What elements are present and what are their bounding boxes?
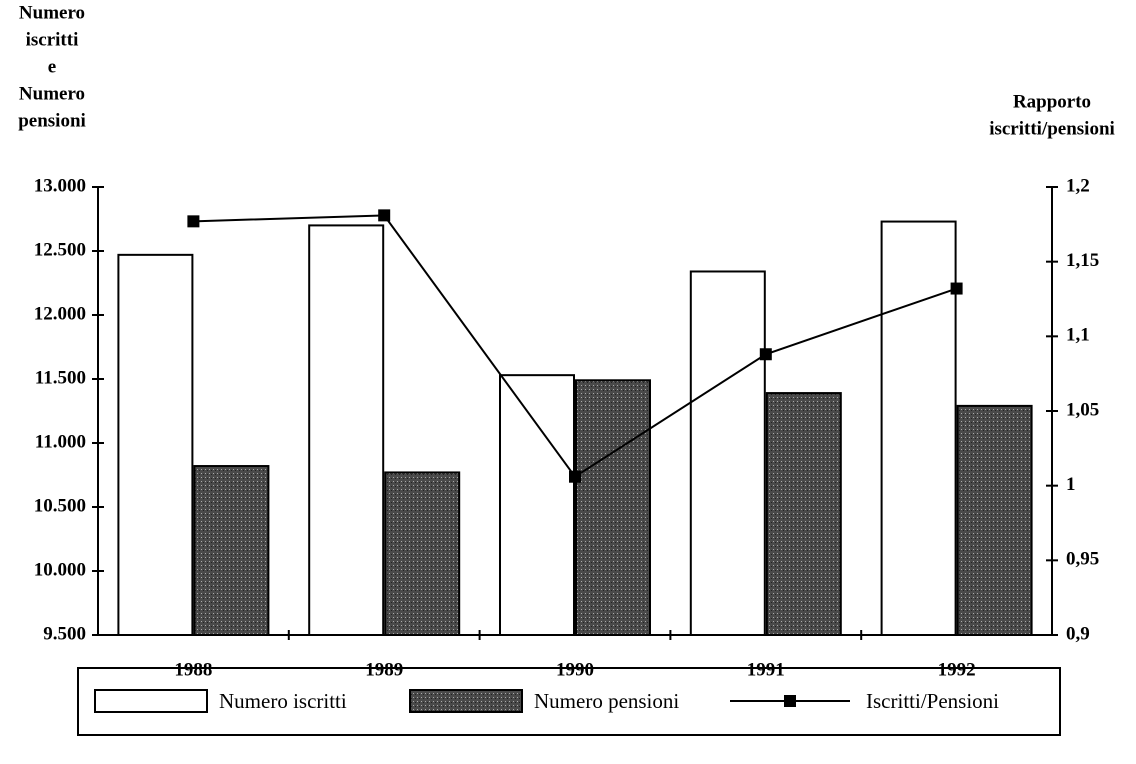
marker <box>950 282 963 295</box>
bar <box>880 220 957 636</box>
bar <box>193 465 270 637</box>
marker <box>569 470 581 483</box>
marker <box>187 215 200 228</box>
y-axis-title: Numero <box>19 83 85 104</box>
y2-tick-label: 0,95 <box>1066 549 1099 570</box>
x-tick-label: 1992 <box>938 659 976 680</box>
bar <box>689 270 766 636</box>
legend-label: Numero pensioni <box>534 689 679 713</box>
y-axis-title: pensioni <box>18 110 86 131</box>
y2-axis-title: iscritti/pensioni <box>989 118 1115 139</box>
y-tick-label: 12.500 <box>34 239 86 260</box>
bar <box>575 379 651 636</box>
legend-label: Iscritti/Pensioni <box>866 689 999 713</box>
x-tick-label: 1990 <box>556 659 594 680</box>
y2-axis-title: Rapporto <box>1013 91 1091 112</box>
x-tick-label: 1991 <box>747 659 785 680</box>
y-tick-label: 10.000 <box>34 559 86 580</box>
bar <box>956 404 1033 636</box>
y2-tick-label: 1,2 <box>1066 175 1090 196</box>
legend-box <box>77 667 1061 736</box>
y2-tick-label: 1,1 <box>1066 325 1090 346</box>
x-tick-label: 1988 <box>174 659 212 680</box>
legend-marker <box>784 695 796 707</box>
y-tick-label: 9.500 <box>43 623 86 644</box>
bar <box>384 471 461 636</box>
y-axis-title: e <box>48 56 56 77</box>
legend-swatch <box>94 689 208 713</box>
y-tick-label: 10.500 <box>34 495 86 516</box>
y-tick-label: 11.000 <box>35 431 86 452</box>
legend-label: Numero iscritti <box>219 689 347 713</box>
x-tick-label: 1989 <box>365 659 403 680</box>
y2-tick-label: 1 <box>1066 474 1076 495</box>
bar <box>499 374 575 636</box>
bar <box>308 224 385 636</box>
bar <box>765 392 842 636</box>
marker <box>378 209 391 222</box>
y2-tick-label: 0,9 <box>1066 623 1090 644</box>
y-tick-label: 13.000 <box>34 175 86 196</box>
marker <box>759 348 772 361</box>
y2-tick-label: 1,05 <box>1066 399 1099 420</box>
y-axis-title: iscritti <box>26 29 79 50</box>
bar <box>117 253 194 636</box>
y2-tick-label: 1,15 <box>1066 250 1099 271</box>
legend-swatch <box>409 689 523 713</box>
y-tick-label: 11.500 <box>35 367 86 388</box>
y-axis-title: Numero <box>19 2 85 23</box>
y-tick-label: 12.000 <box>34 303 86 324</box>
